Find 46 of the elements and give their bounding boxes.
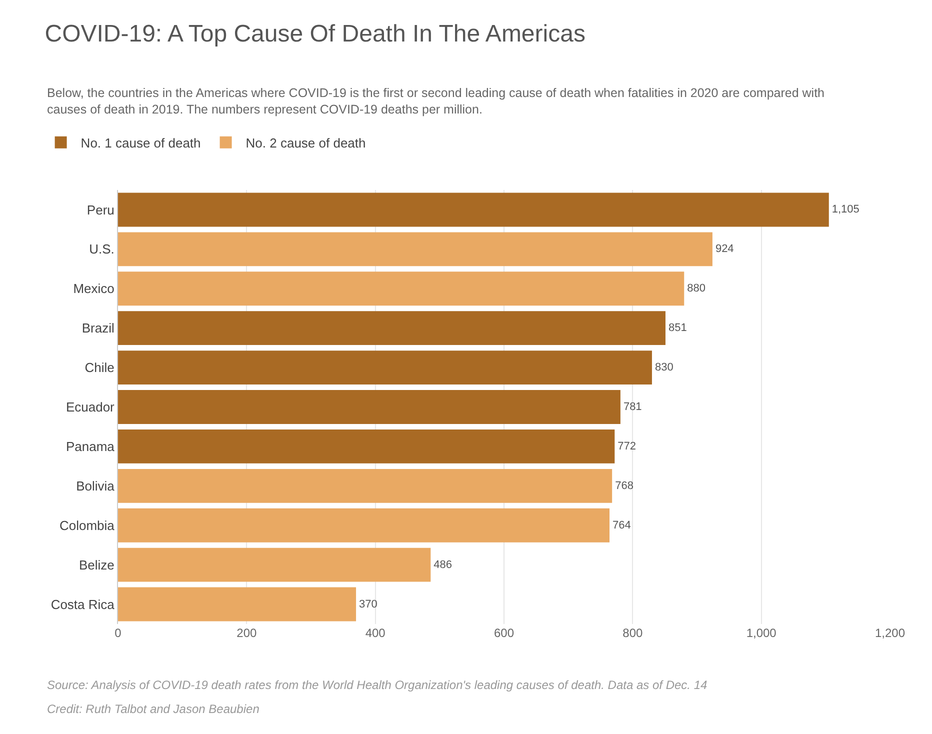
data-label: 772 bbox=[618, 440, 636, 452]
chart-title: COVID-19: A Top Cause Of Death In The Americas bbox=[44, 20, 586, 48]
bar bbox=[118, 429, 615, 464]
data-label: 768 bbox=[615, 480, 634, 492]
x-tick-label: 800 bbox=[622, 626, 643, 640]
x-tick-label: 600 bbox=[494, 626, 514, 640]
source-note: Source: Analysis of COVID-19 death rates from the World Health Organization's leading causes of death. Data as of Dec. 14 bbox=[47, 678, 708, 692]
data-label: 830 bbox=[654, 362, 674, 374]
data-label: 924 bbox=[715, 243, 734, 256]
legend-label: No. 2 cause of death bbox=[246, 135, 366, 150]
data-label: 1,105 bbox=[832, 204, 860, 216]
bar bbox=[118, 468, 612, 503]
legend-label: No. 1 cause of death bbox=[80, 135, 201, 150]
bar bbox=[118, 508, 610, 542]
x-tick-label: 200 bbox=[236, 626, 257, 640]
bar bbox=[118, 350, 652, 385]
y-tick-label: Chile bbox=[84, 360, 114, 376]
y-tick-label: Bolivia bbox=[76, 478, 116, 494]
data-label: 370 bbox=[359, 598, 378, 610]
bar bbox=[118, 311, 666, 346]
bar bbox=[118, 192, 829, 227]
x-tick-label: 1,000 bbox=[746, 626, 777, 640]
data-label: 486 bbox=[434, 558, 452, 571]
y-tick-label: Ecuador bbox=[66, 400, 116, 415]
y-tick-label: Brazil bbox=[82, 320, 115, 336]
data-label: 764 bbox=[612, 519, 631, 532]
data-label: 880 bbox=[687, 282, 706, 295]
chart-subtitle: Below, the countries in the Americas where COVID-19 is the first or second leading cause of death when fatalities in 2020 are compared with causes of death in 2019. The numbers represent COVID-19 deaths per million. bbox=[47, 86, 825, 116]
bar bbox=[118, 548, 431, 582]
y-tick-label: Panama bbox=[66, 439, 116, 454]
x-tick-label: 0 bbox=[114, 626, 122, 640]
x-tick-label: 1,200 bbox=[874, 626, 906, 640]
y-tick-label: U.S. bbox=[89, 242, 114, 257]
x-tick-label: 400 bbox=[365, 626, 386, 640]
bar bbox=[118, 272, 684, 306]
text: Credit: Ruth Talbot and Jason Beaubien bbox=[47, 702, 260, 716]
data-label: 781 bbox=[623, 401, 642, 413]
y-tick-label: Mexico bbox=[73, 281, 114, 296]
bar bbox=[118, 587, 356, 622]
y-tick-label: Costa Rica bbox=[50, 596, 116, 612]
bar bbox=[118, 232, 712, 266]
y-tick-label: Colombia bbox=[59, 518, 116, 533]
data-label: 851 bbox=[668, 322, 687, 334]
y-tick-label: Peru bbox=[86, 202, 114, 218]
bar bbox=[118, 390, 620, 424]
y-tick-label: Belize bbox=[78, 557, 114, 572]
